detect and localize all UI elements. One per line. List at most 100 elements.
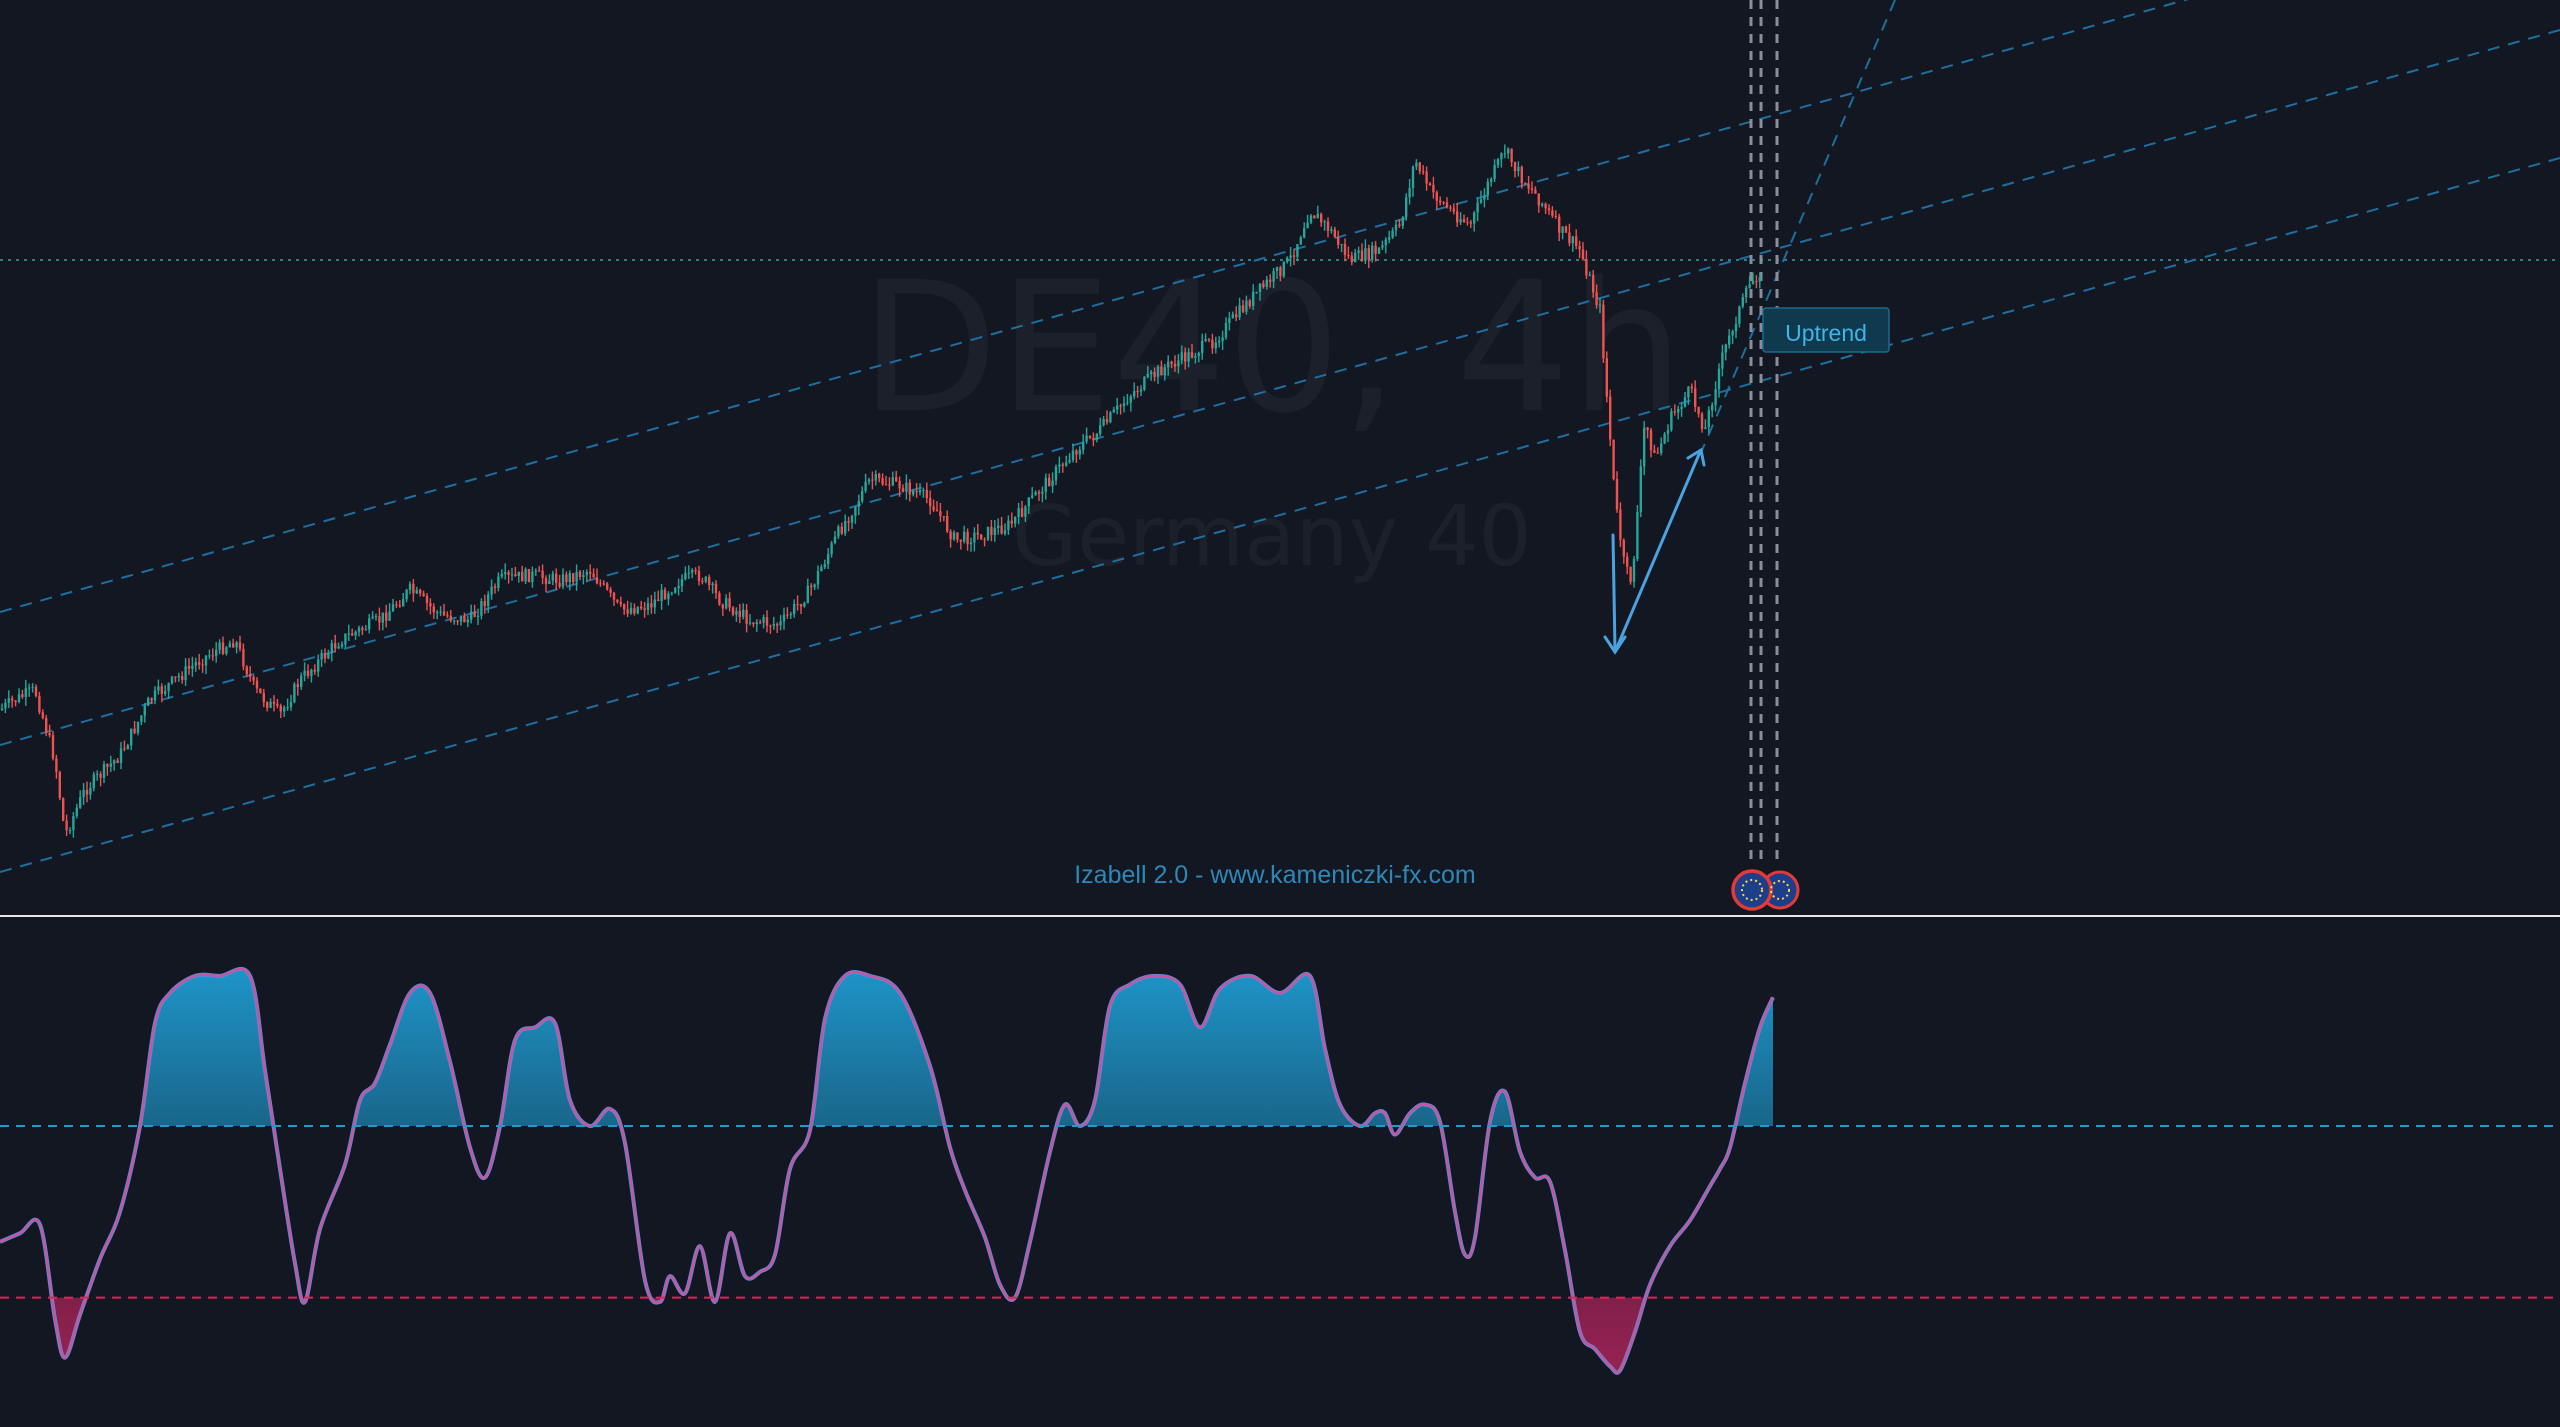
candle-body xyxy=(1136,391,1139,393)
candle-body xyxy=(1581,249,1585,260)
watermark-symbol: DE40, 4h xyxy=(860,244,1684,453)
candle-body xyxy=(769,625,772,627)
candle-body xyxy=(1014,517,1017,524)
candle-body xyxy=(242,648,245,667)
candle-body xyxy=(1663,433,1666,444)
economic-event-flags[interactable] xyxy=(1731,869,1800,911)
candle-body xyxy=(1503,153,1506,155)
candle-body xyxy=(1088,435,1092,438)
candle-body xyxy=(793,603,796,615)
candle-body xyxy=(895,477,898,481)
candle-body xyxy=(541,570,544,578)
candle-body xyxy=(646,603,650,610)
candle-body xyxy=(463,615,466,623)
candle-body xyxy=(1758,277,1761,282)
candle-body xyxy=(830,543,833,555)
candle-body xyxy=(1231,314,1234,319)
candle-body xyxy=(1456,211,1459,223)
candle-body xyxy=(619,602,622,605)
candle-body xyxy=(759,622,762,624)
candle-body xyxy=(1177,360,1180,367)
candle-body xyxy=(847,520,850,523)
candle-body xyxy=(1252,291,1255,307)
trend-channel[interactable] xyxy=(0,0,2560,873)
candle-body xyxy=(1031,495,1034,498)
candle-body xyxy=(147,698,150,706)
candle-body xyxy=(1704,427,1707,429)
candle-body xyxy=(272,701,276,704)
candle-body xyxy=(745,609,748,624)
candle-body xyxy=(1629,566,1632,582)
candle-body xyxy=(871,479,874,481)
candle-body xyxy=(1034,492,1037,496)
candle-body xyxy=(1486,181,1489,196)
candle-body xyxy=(133,728,136,733)
candle-body xyxy=(1360,250,1364,262)
candle-body xyxy=(1541,203,1544,206)
candle-body xyxy=(963,531,966,542)
candle-body xyxy=(1690,386,1693,389)
candle-body xyxy=(636,606,639,614)
candle-body xyxy=(572,573,575,582)
candle-body xyxy=(1027,497,1030,507)
candle-body xyxy=(490,586,493,595)
candle-body xyxy=(762,617,765,623)
candle-body xyxy=(667,593,670,600)
candle-body xyxy=(130,728,133,746)
candle-body xyxy=(1020,508,1024,517)
candle-body xyxy=(1418,162,1421,172)
candle-body xyxy=(466,619,469,623)
uptrend-callout[interactable]: Uptrend xyxy=(1762,307,1890,353)
candle-body xyxy=(249,674,252,677)
candle-body xyxy=(1520,166,1523,184)
candle-body xyxy=(1099,425,1102,434)
candle-body xyxy=(1717,368,1721,390)
candle-body xyxy=(412,583,415,594)
candle-body xyxy=(575,571,578,582)
candle-body xyxy=(1221,337,1224,342)
candle-body xyxy=(41,712,44,718)
candle-body xyxy=(602,583,605,585)
candle-body xyxy=(1646,427,1649,431)
candle-body xyxy=(1024,506,1027,517)
candle-body xyxy=(38,695,41,713)
oscillator-pane xyxy=(0,966,1775,1375)
candle-body xyxy=(371,616,374,619)
candle-body xyxy=(1153,371,1156,377)
swing-arrow-up-head xyxy=(1686,447,1706,467)
watermark-description: Germany 40 xyxy=(1012,487,1532,585)
candle-body xyxy=(1068,459,1071,463)
candle-body xyxy=(1405,197,1408,218)
candle-body xyxy=(1357,250,1360,253)
candle-body xyxy=(1466,221,1469,223)
candle-body xyxy=(857,501,860,507)
candle-body xyxy=(1218,341,1221,343)
candle-body xyxy=(1670,411,1673,430)
candle-body xyxy=(864,481,867,491)
candle-body xyxy=(779,621,782,626)
candle-body xyxy=(351,633,354,636)
candle-body xyxy=(422,593,425,596)
candle-body xyxy=(901,488,905,492)
candle-body xyxy=(480,601,483,616)
candle-body xyxy=(150,698,153,701)
candle-body xyxy=(31,686,34,688)
swing-arrows[interactable] xyxy=(1603,447,1706,655)
candle-body xyxy=(810,585,813,588)
candle-body xyxy=(340,644,344,647)
candle-body xyxy=(28,687,31,689)
candle-body xyxy=(708,576,711,586)
candle-body xyxy=(538,570,541,572)
candle-body xyxy=(65,820,68,831)
candle-body xyxy=(1201,340,1204,354)
candle-body xyxy=(293,684,296,702)
candle-body xyxy=(1517,166,1520,172)
candle-body xyxy=(1262,283,1265,287)
candle-body xyxy=(1207,339,1211,341)
candle-body xyxy=(1595,292,1598,305)
candle-body xyxy=(1459,219,1462,223)
candle-body xyxy=(1568,232,1571,244)
candlestick-series xyxy=(0,144,1761,838)
candle-body xyxy=(228,643,231,648)
